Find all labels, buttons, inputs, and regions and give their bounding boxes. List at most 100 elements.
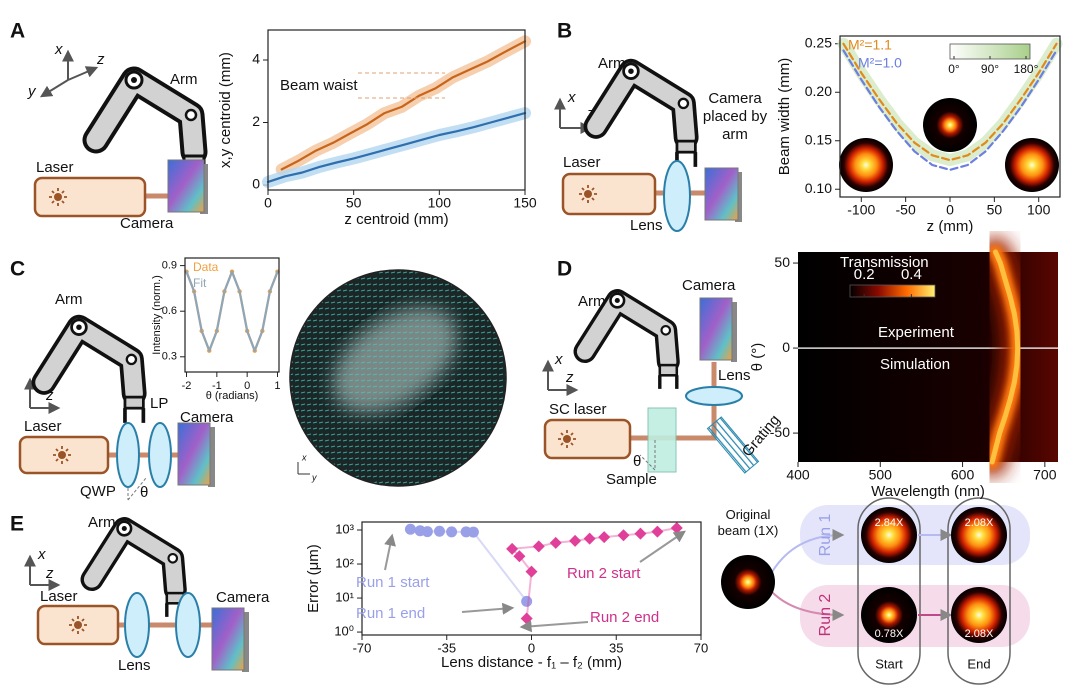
y-axis-label: θ (°) [749, 343, 766, 372]
marker [617, 529, 630, 542]
axis-label: x [554, 351, 563, 368]
chart: -100 -50 0 50 100 0.10 0.15 0.20 0.25 z (mm) Beam … [776, 34, 1063, 235]
plot-area [837, 37, 1063, 171]
y-tick-label: 50 [774, 254, 790, 270]
marker [598, 531, 611, 544]
y-tick-label: 10¹ [335, 589, 354, 604]
plot-frame [184, 257, 280, 373]
label: Laser [24, 418, 62, 435]
marker [634, 527, 647, 540]
beam-image [923, 98, 977, 152]
camera [704, 167, 739, 221]
x-tick-label: 500 [869, 467, 893, 483]
beam-image [721, 555, 775, 609]
x-tick-label: 0 [244, 380, 250, 392]
x-axis-label: θ (radians) [206, 390, 259, 402]
y-tick-label: 10⁰ [334, 624, 354, 639]
beam-image [951, 507, 1007, 563]
label: Arm [170, 71, 198, 88]
beam-image [839, 138, 893, 192]
marker [433, 525, 445, 537]
label: Original beam (1X) [717, 507, 779, 538]
x-axis-label: Wavelength (nm) [871, 483, 985, 500]
label: Lens [118, 657, 151, 674]
x-tick-label: -1 [212, 380, 222, 392]
axis-arrow [39, 79, 69, 98]
x-tick-label: 150 [513, 195, 537, 211]
beam-image [1005, 138, 1059, 192]
beam-size: 2.08X [965, 517, 994, 529]
axis-label: x [54, 41, 63, 58]
label: Camera [682, 277, 736, 294]
y-tick-label: 0.10 [805, 180, 832, 196]
diagram-e: x z Arm Laser Lens Camera [24, 514, 270, 674]
legend-entry: Fit [193, 276, 207, 290]
y-tick-label: 0.9 [162, 260, 177, 272]
x-tick-label: -2 [182, 380, 192, 392]
flow-arrow [771, 591, 845, 621]
marker [583, 532, 596, 545]
lens [175, 592, 201, 658]
image-border [289, 269, 507, 487]
axis-label: x [301, 452, 307, 462]
marker [520, 612, 533, 625]
label: Camera placed by arm [702, 90, 768, 143]
laser-box [543, 418, 632, 460]
lens [685, 386, 743, 406]
x-tick-label: -70 [353, 640, 372, 655]
beam-size: 2.08X [965, 628, 994, 640]
diagram-b: x z Arm Laser Lens [554, 55, 742, 234]
series-line [185, 270, 279, 352]
chart: 400 500 600 700 -50 0 50 Wavelength (nm) θ (°) 0.… [749, 237, 1058, 500]
camera [167, 159, 205, 213]
beam-schematic: Run 1 Run 2 2.84X 2.08X 0.78X 2.08X Star… [721, 497, 1030, 685]
y-tick-label: 0.25 [805, 34, 832, 50]
label: Arm [598, 55, 626, 72]
x-tick-label: 50 [987, 202, 1003, 218]
axis-label: z [565, 369, 574, 386]
annotation-arrow [384, 533, 396, 571]
marker [513, 550, 526, 563]
marker [549, 536, 562, 549]
x-tick-label: 35 [609, 640, 623, 655]
label: Camera [120, 215, 174, 232]
legend-entry: Data [193, 260, 219, 274]
x-tick-label: 0 [264, 195, 272, 211]
label: Camera [216, 589, 270, 606]
x-tick-label: 50 [346, 195, 362, 211]
x-tick-label: 400 [786, 467, 810, 483]
column-outline [947, 497, 1011, 685]
label: Laser [563, 154, 601, 171]
sample [647, 407, 677, 473]
marker [467, 526, 479, 538]
colorbar-tick-label: 0.4 [901, 266, 922, 283]
marker [569, 534, 582, 547]
camera [177, 422, 211, 486]
marker [521, 595, 533, 607]
camera-side [731, 302, 737, 362]
label: LP [150, 395, 168, 412]
colorbar-tick-label: 0.2 [854, 266, 875, 283]
series-line [842, 42, 1058, 162]
column-label: Start [875, 656, 903, 671]
label: Arm [578, 293, 606, 310]
column-label: End [967, 656, 990, 671]
marker [421, 526, 433, 538]
y-tick-label: 0 [782, 339, 790, 355]
marker [446, 526, 458, 538]
annotation: Run 1 start [356, 574, 430, 591]
beam-image [861, 507, 917, 563]
axis-arrow [297, 462, 310, 475]
annotation: Experiment [878, 324, 955, 341]
lens [124, 592, 150, 658]
label: Laser [40, 588, 78, 605]
x-tick-label: 700 [1033, 467, 1057, 483]
legend-entry: M²=1.0 [858, 55, 902, 71]
legend-entry: M²=1.1 [848, 37, 892, 53]
angle-guide [127, 477, 147, 501]
label: θ [140, 484, 148, 501]
x-tick-label: 0 [946, 202, 954, 218]
chart: -70 -35 0 35 70 10⁰ 10¹ 10² 10³ Lens distance - f… [305, 521, 708, 671]
